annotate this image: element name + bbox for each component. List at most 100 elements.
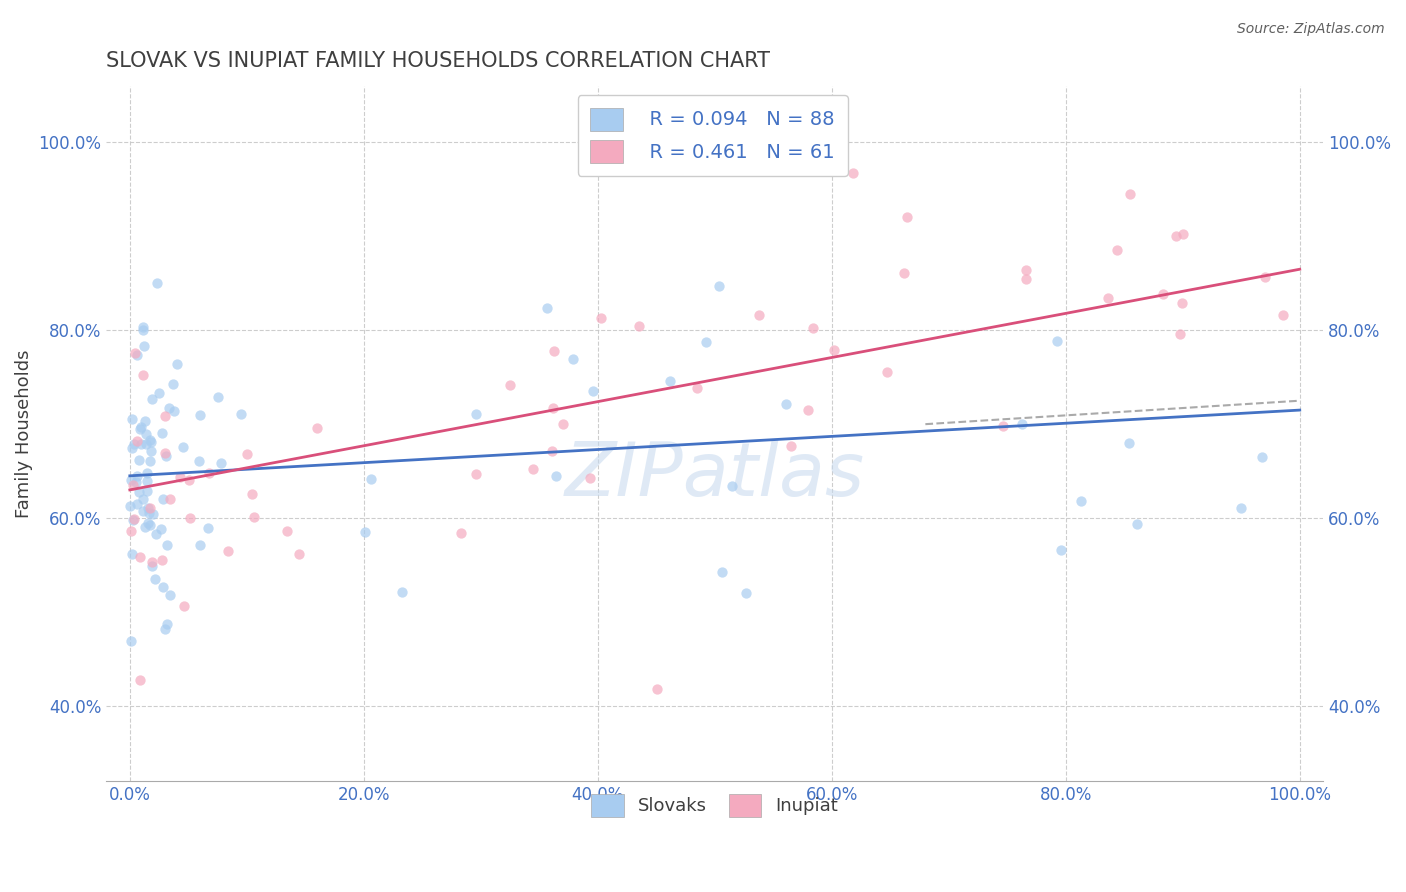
Point	[150, 425, 173, 440]
Point	[156, 617, 179, 632]
Point	[543, 343, 565, 358]
Point	[128, 422, 150, 436]
Point	[1118, 187, 1140, 202]
Point	[141, 555, 163, 569]
Point	[823, 343, 845, 357]
Point	[121, 547, 143, 561]
Point	[236, 447, 259, 461]
Text: SLOVAK VS INUPIAT FAMILY HOUSEHOLDS CORRELATION CHART: SLOVAK VS INUPIAT FAMILY HOUSEHOLDS CORR…	[107, 51, 770, 70]
Point	[128, 673, 150, 687]
Point	[141, 558, 163, 573]
Point	[132, 368, 155, 382]
Point	[198, 467, 221, 481]
Point	[138, 454, 160, 468]
Point	[188, 408, 211, 422]
Point	[150, 553, 173, 567]
Point	[155, 449, 177, 463]
Point	[129, 436, 152, 450]
Point	[136, 516, 159, 530]
Point	[179, 511, 201, 525]
Point	[360, 472, 382, 486]
Point	[135, 484, 157, 499]
Point	[464, 467, 486, 481]
Point	[134, 414, 156, 428]
Point	[153, 622, 176, 636]
Point	[991, 419, 1014, 434]
Point	[645, 681, 668, 696]
Point	[544, 468, 567, 483]
Point	[842, 166, 865, 180]
Point	[1097, 291, 1119, 305]
Point	[541, 443, 564, 458]
Point	[124, 475, 146, 489]
Point	[136, 500, 159, 515]
Point	[132, 339, 155, 353]
Point	[1015, 263, 1038, 277]
Point	[801, 321, 824, 335]
Point	[120, 474, 142, 488]
Point	[627, 318, 650, 333]
Point	[141, 434, 163, 449]
Point	[173, 599, 195, 613]
Point	[134, 520, 156, 534]
Point	[207, 391, 229, 405]
Point	[142, 508, 165, 522]
Point	[125, 469, 148, 483]
Point	[305, 421, 328, 435]
Point	[197, 521, 219, 535]
Point	[1229, 501, 1251, 516]
Point	[695, 334, 717, 349]
Point	[136, 466, 159, 480]
Point	[143, 572, 166, 586]
Point	[1173, 227, 1195, 241]
Point	[152, 492, 174, 507]
Point	[796, 402, 818, 417]
Point	[243, 509, 266, 524]
Point	[522, 462, 544, 476]
Point	[162, 377, 184, 392]
Point	[780, 439, 803, 453]
Point	[128, 453, 150, 467]
Point	[141, 443, 163, 458]
Point	[127, 497, 149, 511]
Point	[1168, 327, 1191, 342]
Point	[465, 408, 488, 422]
Point	[129, 420, 152, 434]
Point	[276, 524, 298, 538]
Point	[1070, 494, 1092, 508]
Point	[450, 525, 472, 540]
Point	[710, 566, 733, 580]
Point	[561, 351, 583, 366]
Point	[145, 277, 167, 291]
Point	[1272, 308, 1295, 322]
Point	[148, 385, 170, 400]
Point	[139, 433, 162, 447]
Text: ZIPatlas: ZIPatlas	[565, 439, 865, 511]
Point	[124, 345, 146, 359]
Point	[159, 589, 181, 603]
Point	[876, 365, 898, 379]
Point	[145, 527, 167, 541]
Point	[720, 478, 742, 492]
Point	[896, 211, 918, 225]
Point	[166, 357, 188, 371]
Point	[135, 437, 157, 451]
Point	[1253, 269, 1275, 284]
Point	[188, 454, 211, 468]
Point	[391, 585, 413, 599]
Point	[156, 538, 179, 552]
Point	[120, 633, 142, 648]
Point	[179, 473, 201, 487]
Point	[132, 492, 155, 507]
Point	[121, 513, 143, 527]
Point	[1125, 517, 1147, 532]
Point	[121, 412, 143, 426]
Point	[122, 512, 145, 526]
Point	[589, 311, 612, 326]
Point	[541, 401, 564, 415]
Point	[709, 278, 731, 293]
Point	[893, 266, 915, 280]
Point	[153, 409, 176, 423]
Point	[1105, 243, 1128, 257]
Point	[499, 378, 522, 392]
